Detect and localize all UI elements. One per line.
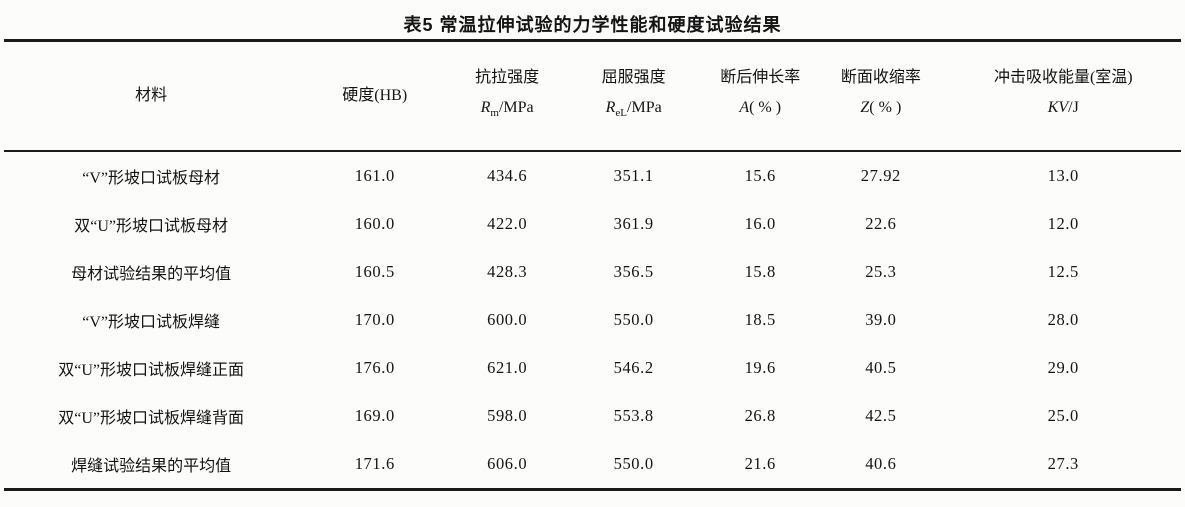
- cell-value: 598.0: [487, 406, 528, 425]
- column-header-hardness: 硬度(HB): [298, 42, 451, 150]
- cell-value: 18.5: [744, 310, 776, 329]
- cell-material: 双“U”形坡口试板母材: [74, 218, 228, 235]
- table-row: 双“U”形坡口试板母材 160.0 422.0 361.9 16.0 22.6 …: [4, 200, 1181, 248]
- cell-material: 焊缝试验结果的平均值: [71, 458, 232, 475]
- cell-value: 16.0: [744, 214, 776, 233]
- cell-value: 29.0: [1047, 358, 1079, 377]
- column-header-label: 材料: [135, 87, 168, 104]
- cell-value: 161.0: [354, 166, 395, 185]
- cell-value: 15.6: [744, 166, 776, 185]
- cell-material: 母材试验结果的平均值: [71, 266, 232, 283]
- column-header-reduction-of-area: 断面收缩率 Z( % ): [816, 42, 945, 150]
- cell-value: 171.6: [354, 454, 395, 473]
- cell-value: 25.0: [1047, 406, 1079, 425]
- cell-value: 28.0: [1047, 310, 1079, 329]
- cell-value: 176.0: [354, 358, 395, 377]
- cell-value: 12.0: [1047, 214, 1079, 233]
- cell-value: 26.8: [744, 406, 776, 425]
- cell-value: 170.0: [354, 310, 395, 329]
- cell-material: 双“U”形坡口试板焊缝背面: [58, 410, 244, 427]
- cell-value: 160.0: [354, 214, 395, 233]
- column-header-symbol-unit: KV/J: [1047, 99, 1079, 117]
- cell-value: 356.5: [613, 262, 654, 281]
- column-header-symbol-unit: Rm/MPa: [480, 99, 534, 120]
- cell-value: 42.5: [865, 406, 897, 425]
- cell-value: 13.0: [1047, 166, 1079, 185]
- cell-value: 606.0: [487, 454, 528, 473]
- column-header-label: 硬度(HB): [342, 87, 408, 104]
- cell-value: 361.9: [613, 214, 654, 233]
- cell-value: 15.8: [744, 262, 776, 281]
- results-table: 材料 硬度(HB) 抗拉强度 Rm/MPa 屈服强度 ReL/MPa 断后伸长率…: [4, 39, 1181, 491]
- cell-value: 422.0: [487, 214, 528, 233]
- cell-value: 19.6: [744, 358, 776, 377]
- cell-value: 428.3: [487, 262, 528, 281]
- column-header-symbol-unit: A( % ): [739, 99, 782, 117]
- cell-value: 22.6: [865, 214, 897, 233]
- column-header-label: 屈服强度: [601, 69, 666, 87]
- cell-value: 27.3: [1047, 454, 1079, 473]
- table-row: 双“U”形坡口试板焊缝正面 176.0 621.0 546.2 19.6 40.…: [4, 344, 1181, 392]
- table-row: 母材试验结果的平均值 160.5 428.3 356.5 15.8 25.3 1…: [4, 248, 1181, 296]
- column-header-symbol-unit: Z( % ): [860, 99, 902, 117]
- cell-value: 160.5: [354, 262, 395, 281]
- column-header-material: 材料: [4, 42, 298, 150]
- cell-material: “V”形坡口试板焊缝: [82, 314, 220, 331]
- cell-value: 21.6: [744, 454, 776, 473]
- cell-value: 40.5: [865, 358, 897, 377]
- column-header-label: 断后伸长率: [720, 69, 801, 87]
- cell-material: 双“U”形坡口试板焊缝正面: [58, 362, 244, 379]
- cell-value: 25.3: [865, 262, 897, 281]
- column-header-yield-strength: 屈服强度 ReL/MPa: [563, 42, 704, 150]
- cell-material: “V”形坡口试板母材: [82, 170, 220, 187]
- cell-value: 351.1: [613, 166, 654, 185]
- cell-value: 621.0: [487, 358, 528, 377]
- cell-value: 39.0: [865, 310, 897, 329]
- cell-value: 553.8: [613, 406, 654, 425]
- table-header-row: 材料 硬度(HB) 抗拉强度 Rm/MPa 屈服强度 ReL/MPa 断后伸长率…: [4, 39, 1181, 152]
- table-row: 焊缝试验结果的平均值 171.6 606.0 550.0 21.6 40.6 2…: [4, 440, 1181, 488]
- table-row: 双“U”形坡口试板焊缝背面 169.0 598.0 553.8 26.8 42.…: [4, 392, 1181, 440]
- cell-value: 550.0: [613, 310, 654, 329]
- cell-value: 550.0: [613, 454, 654, 473]
- table-body: “V”形坡口试板母材 161.0 434.6 351.1 15.6 27.92 …: [4, 152, 1181, 488]
- cell-value: 169.0: [354, 406, 395, 425]
- table-row: “V”形坡口试板母材 161.0 434.6 351.1 15.6 27.92 …: [4, 152, 1181, 200]
- cell-value: 546.2: [613, 358, 654, 377]
- column-header-label: 冲击吸收能量(室温): [993, 69, 1133, 87]
- page-title: 表5 常温拉伸试验的力学性能和硬度试验结果: [403, 15, 782, 35]
- column-header-symbol-unit: ReL/MPa: [605, 99, 662, 120]
- column-header-tensile-strength: 抗拉强度 Rm/MPa: [451, 42, 563, 150]
- column-header-elongation: 断后伸长率 A( % ): [704, 42, 816, 150]
- table-row: “V”形坡口试板焊缝 170.0 600.0 550.0 18.5 39.0 2…: [4, 296, 1181, 344]
- column-header-impact-energy: 冲击吸收能量(室温) KV/J: [946, 42, 1181, 150]
- column-header-label: 抗拉强度: [475, 69, 540, 87]
- column-header-label: 断面收缩率: [840, 69, 921, 87]
- cell-value: 600.0: [487, 310, 528, 329]
- cell-value: 434.6: [487, 166, 528, 185]
- cell-value: 27.92: [860, 166, 901, 185]
- cell-value: 40.6: [865, 454, 897, 473]
- cell-value: 12.5: [1047, 262, 1079, 281]
